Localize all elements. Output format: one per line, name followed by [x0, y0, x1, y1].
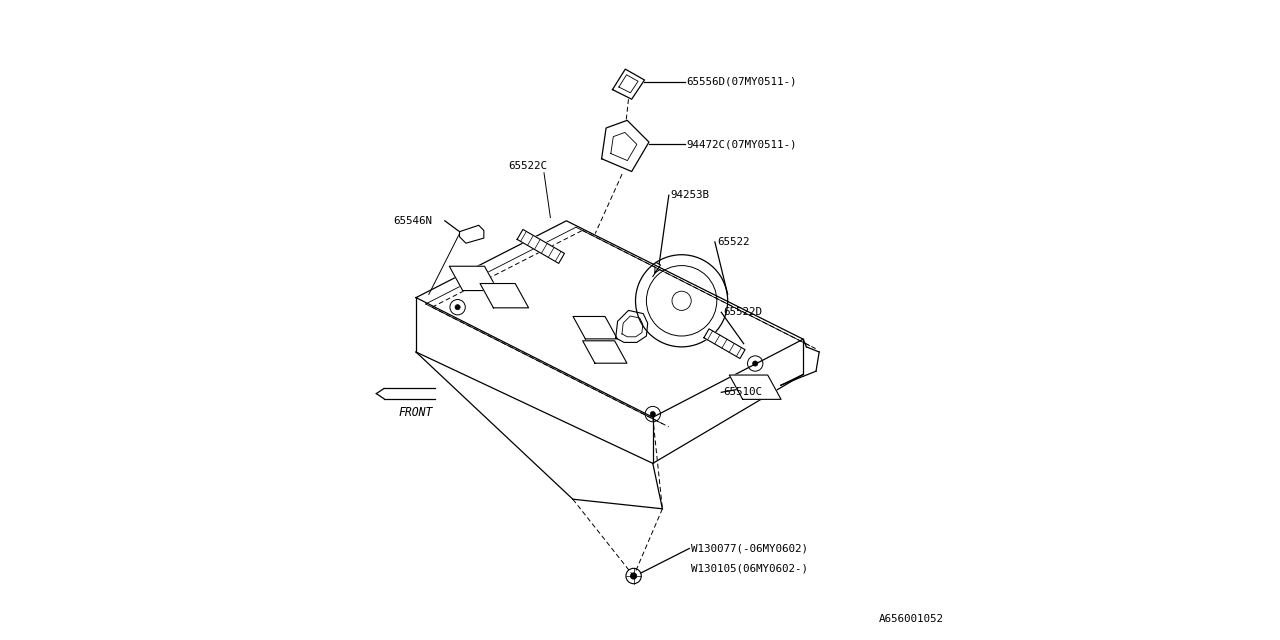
Text: W130105(06MY0602-): W130105(06MY0602-): [691, 563, 808, 573]
Polygon shape: [730, 375, 781, 399]
Text: 65510C: 65510C: [723, 387, 762, 397]
Text: 65522C: 65522C: [508, 161, 547, 172]
Circle shape: [630, 573, 637, 579]
Polygon shape: [573, 317, 617, 339]
Polygon shape: [602, 120, 649, 172]
Polygon shape: [582, 340, 627, 364]
Circle shape: [753, 361, 758, 366]
Polygon shape: [704, 329, 745, 358]
Circle shape: [456, 305, 461, 310]
Polygon shape: [480, 284, 529, 308]
Text: 65556D(07MY0511-): 65556D(07MY0511-): [687, 77, 797, 87]
Text: W130077(-06MY0602): W130077(-06MY0602): [691, 543, 808, 554]
Polygon shape: [613, 69, 645, 99]
Text: A656001052: A656001052: [879, 614, 945, 624]
Text: 94472C(07MY0511-): 94472C(07MY0511-): [687, 139, 797, 149]
Polygon shape: [517, 229, 564, 264]
Polygon shape: [460, 225, 484, 243]
Text: 65522D: 65522D: [723, 307, 762, 317]
Text: 65522: 65522: [717, 237, 749, 247]
Polygon shape: [449, 266, 498, 291]
Text: 65546N: 65546N: [394, 216, 433, 226]
Text: 94253B: 94253B: [671, 190, 709, 200]
Text: FRONT: FRONT: [399, 406, 433, 419]
Circle shape: [650, 412, 655, 417]
